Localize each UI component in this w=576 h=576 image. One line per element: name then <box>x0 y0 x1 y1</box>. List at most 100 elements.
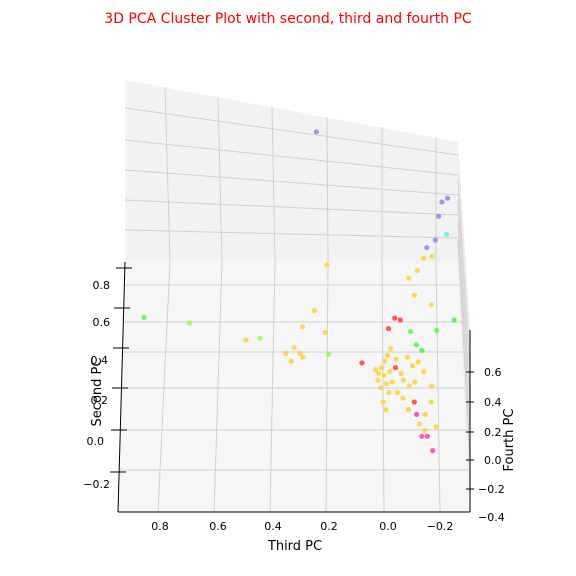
data-point <box>415 359 421 365</box>
data-point <box>436 213 442 219</box>
data-point <box>392 315 398 321</box>
data-point <box>297 350 303 356</box>
data-point <box>383 407 389 413</box>
data-point <box>394 389 400 396</box>
data-point <box>414 411 420 417</box>
second-pc-ticks: 0.8 0.6 0.4 0.2 0.0 −0.2 <box>83 267 132 491</box>
data-point <box>444 231 450 237</box>
data-point <box>313 129 319 135</box>
fourth-pc-tick-3: 0.0 <box>484 454 502 467</box>
data-point <box>432 237 438 243</box>
data-point <box>421 368 427 375</box>
data-point <box>424 433 430 439</box>
data-point <box>411 399 417 405</box>
data-point <box>380 399 386 405</box>
fourth-pc-tick-0: 0.6 <box>484 366 502 379</box>
third-pc-ticks: 0.8 0.6 0.4 0.2 0.0 −0.2 <box>151 520 453 533</box>
data-point <box>434 327 440 334</box>
data-point <box>378 365 384 371</box>
data-point <box>419 347 425 354</box>
data-point <box>416 421 423 427</box>
data-point <box>406 407 412 413</box>
data-point <box>311 308 317 314</box>
fourth-pc-axis-label: Fourth PC <box>502 409 517 472</box>
data-point <box>288 358 294 364</box>
data-point <box>359 360 365 366</box>
data-points <box>141 129 457 454</box>
third-pc-tick-5: −0.2 <box>427 520 454 533</box>
fourth-pc-tick-5: −0.4 <box>478 511 505 524</box>
fourth-pc-tick-4: −0.2 <box>478 483 505 496</box>
data-point <box>324 262 330 268</box>
data-point <box>429 253 435 259</box>
second-pc-tick-2: 0.4 <box>91 354 109 367</box>
data-point <box>300 354 306 360</box>
data-point <box>428 399 434 405</box>
second-pc-tick-0: 0.8 <box>93 279 111 292</box>
floor-pane <box>118 262 470 512</box>
fourth-pc-ticks: 0.6 0.4 0.2 0.0 −0.2 −0.4 <box>466 366 505 524</box>
fourth-pc-tick-1: 0.4 <box>484 396 502 409</box>
data-point <box>243 337 249 343</box>
data-point <box>400 395 406 401</box>
data-point <box>383 381 390 387</box>
data-point <box>420 255 427 261</box>
data-point <box>424 245 430 251</box>
back-pane <box>125 80 458 262</box>
data-point <box>381 372 387 378</box>
chart-title: 3D PCA Cluster Plot with second, third a… <box>104 11 472 27</box>
data-point <box>141 314 147 320</box>
data-point <box>378 385 384 391</box>
data-point <box>386 389 392 396</box>
data-point <box>392 365 399 371</box>
fourth-pc-tick-2: 0.2 <box>484 426 502 439</box>
data-point <box>422 428 428 434</box>
data-point <box>422 411 428 417</box>
data-point <box>429 383 435 389</box>
data-point <box>385 326 392 332</box>
data-point <box>400 377 407 383</box>
third-pc-axis-label: Third PC <box>267 539 322 554</box>
data-point <box>412 379 418 385</box>
second-pc-tick-4: 0.0 <box>87 435 105 448</box>
data-point <box>397 317 403 323</box>
data-point <box>398 370 404 376</box>
second-pc-tick-1: 0.6 <box>93 316 111 329</box>
data-point <box>414 268 420 274</box>
data-point <box>257 335 263 341</box>
data-point <box>406 383 412 389</box>
data-point <box>408 328 414 335</box>
data-point <box>413 342 419 348</box>
second-pc-axis-label: Second PC <box>90 358 105 427</box>
data-point <box>439 199 445 205</box>
second-pc-tick-3: 0.2 <box>91 394 109 407</box>
third-pc-tick-1: 0.6 <box>209 520 227 533</box>
data-point <box>375 370 382 376</box>
axis-edges <box>117 261 471 513</box>
data-point <box>445 195 451 201</box>
data-point <box>375 377 381 383</box>
third-pc-tick-2: 0.4 <box>264 520 282 533</box>
third-pc-tick-3: 0.2 <box>320 520 338 533</box>
data-point <box>430 448 436 454</box>
data-point <box>428 302 434 308</box>
data-point <box>411 292 418 298</box>
data-point <box>291 345 297 351</box>
third-pc-tick-4: 0.0 <box>379 520 397 533</box>
second-pc-tick-5: −0.2 <box>83 478 110 491</box>
data-point <box>373 367 379 373</box>
data-point <box>409 363 416 369</box>
data-point <box>451 317 457 323</box>
data-point <box>384 352 391 358</box>
data-point <box>283 350 289 356</box>
data-point <box>186 320 192 326</box>
third-pc-tick-0: 0.8 <box>151 520 169 533</box>
data-point <box>300 324 306 330</box>
data-point <box>419 433 425 439</box>
data-point <box>326 351 332 357</box>
data-point <box>393 356 399 362</box>
data-point <box>382 358 388 364</box>
data-point <box>404 354 410 360</box>
